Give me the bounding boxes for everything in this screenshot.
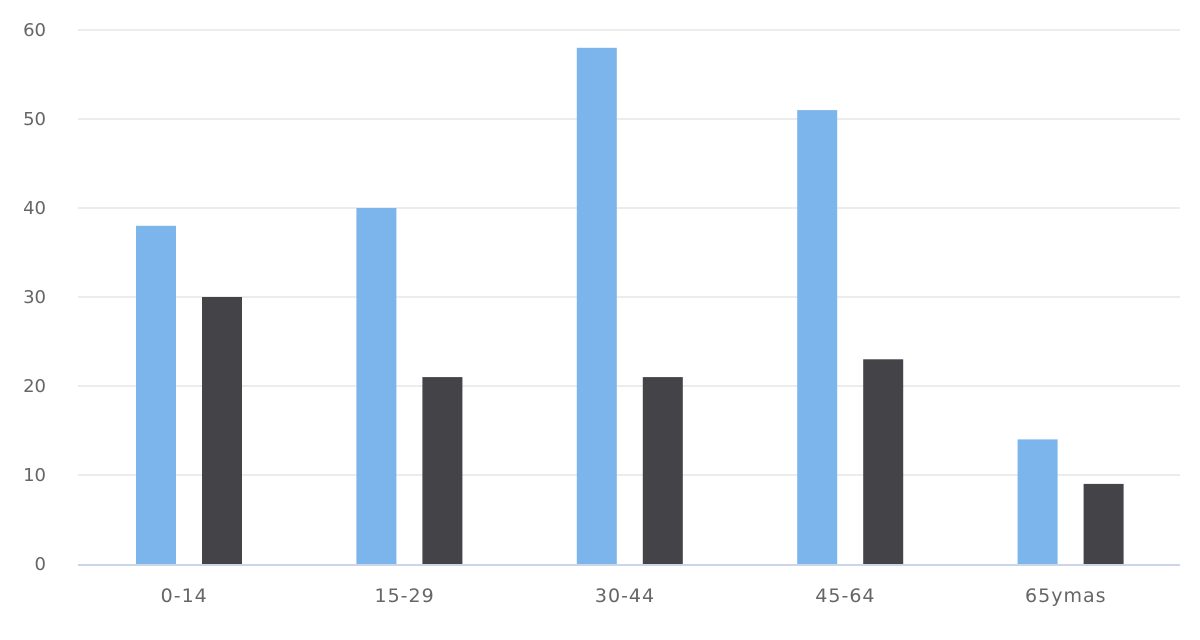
bars	[136, 47, 1124, 565]
x-category-label: 15-29	[374, 585, 434, 607]
y-tick-label: 0	[35, 554, 46, 575]
y-tick-label: 10	[23, 465, 46, 486]
bar-series-2-15-29	[422, 377, 463, 564]
bar-series-2-0-14	[202, 297, 242, 564]
x-category-label: 30-44	[595, 585, 655, 607]
y-tick-label: 60	[23, 20, 46, 41]
y-tick-label: 50	[23, 109, 46, 130]
bar-series-1-15-29	[356, 208, 397, 564]
x-category-label: 45-64	[815, 585, 875, 607]
bar-series-1-30-44	[576, 47, 617, 565]
bar-series-2-65ymas	[1083, 483, 1124, 564]
bar-series-2-30-44	[642, 377, 683, 564]
y-tick-label: 20	[23, 376, 46, 397]
x-category-label: 65ymas	[1025, 585, 1106, 607]
bar-series-1-45-64	[797, 110, 838, 564]
y-tick-label: 30	[23, 287, 46, 308]
y-axis-ticks: 0 10 20 30 40 50 60	[23, 20, 46, 575]
bar-series-1-65ymas	[1017, 439, 1058, 564]
x-category-label: 0-14	[161, 585, 208, 607]
bar-series-1-0-14	[136, 225, 176, 565]
x-axis-categories: 0-14 15-29 30-44 45-64 65ymas	[161, 585, 1106, 607]
bar-series-2-45-64	[863, 359, 904, 564]
y-tick-label: 40	[23, 198, 46, 219]
gridlines	[78, 29, 1180, 476]
